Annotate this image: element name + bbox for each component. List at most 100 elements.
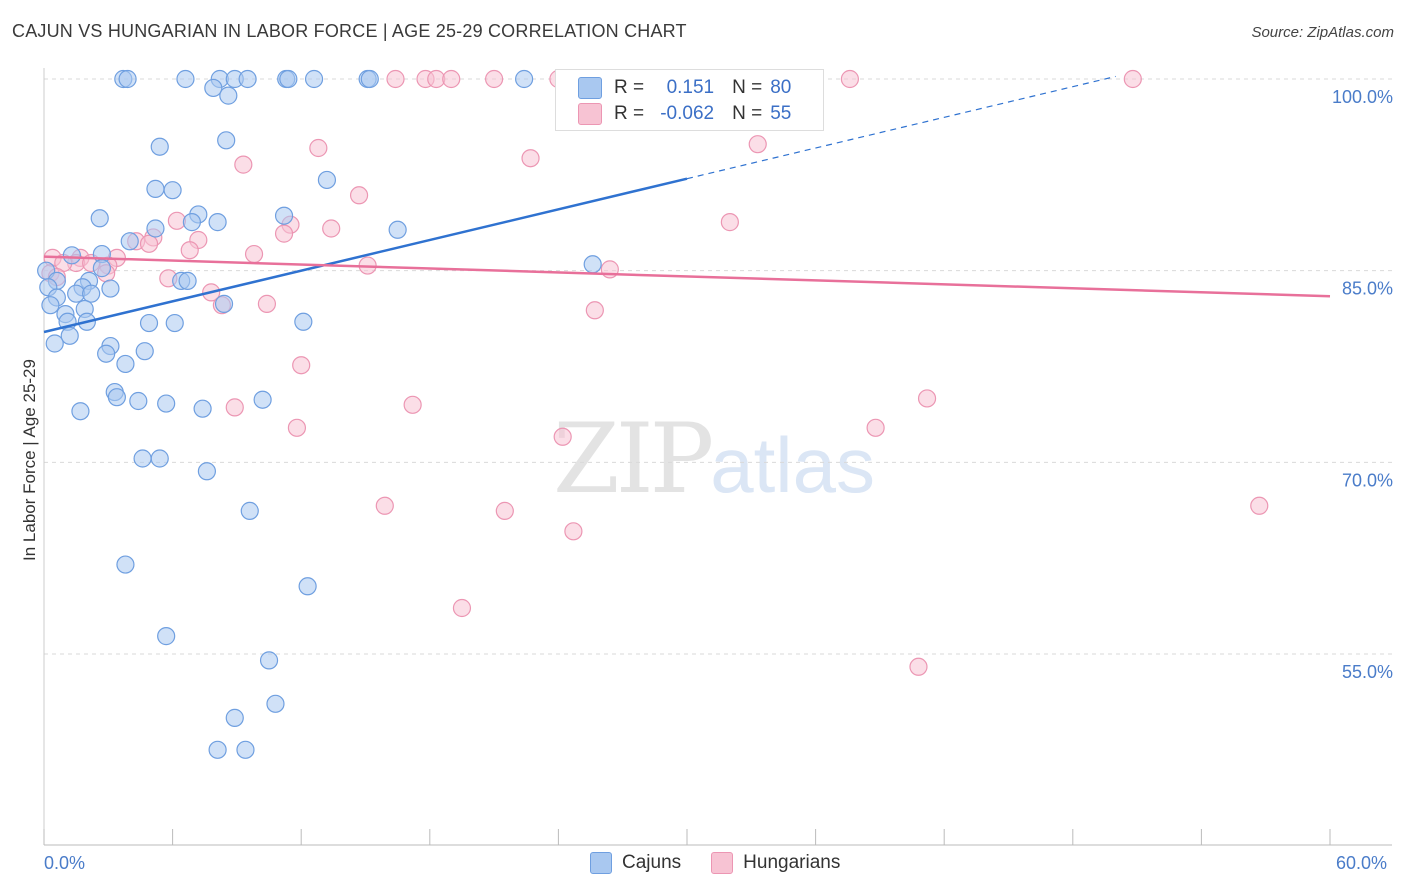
legend-r-label: R = xyxy=(614,103,645,124)
cajun-point xyxy=(97,344,116,363)
legend-n-label: N = xyxy=(732,103,763,124)
hungarian-point xyxy=(917,389,937,408)
legend-n-label: N = xyxy=(732,77,763,98)
cajun-point xyxy=(197,462,216,481)
legend-r-value-cajuns: 0.151 xyxy=(666,77,715,98)
legend-item-cajuns[interactable]: Cajuns xyxy=(590,852,681,874)
cajun-point xyxy=(298,577,317,596)
series-legend: Cajuns Hungarians xyxy=(590,852,870,874)
cajun-point xyxy=(45,334,64,353)
hungarian-point xyxy=(866,418,885,437)
cajun-point xyxy=(163,181,182,200)
cajun-point xyxy=(71,402,90,421)
cajun-point xyxy=(60,326,79,345)
cajun-point xyxy=(274,206,294,225)
cajun-point xyxy=(266,694,285,713)
cajun-point xyxy=(388,220,407,239)
cajun-point xyxy=(90,209,109,228)
cajun-point xyxy=(219,86,238,105)
cajun-point xyxy=(208,213,227,232)
x-tick-max: 60.0% xyxy=(1336,853,1388,873)
cajun-point xyxy=(360,69,379,89)
cajun-point xyxy=(92,259,111,278)
hungarian-point xyxy=(234,155,253,174)
chart-title: CAJUN VS HUNGARIAN IN LABOR FORCE | AGE … xyxy=(12,21,687,41)
cajun-point xyxy=(157,627,176,646)
hungarian-point xyxy=(403,395,422,414)
hungarian-point xyxy=(720,213,739,232)
cajun-point xyxy=(214,294,234,313)
hungarian-point xyxy=(225,398,244,417)
hungarian-point xyxy=(748,135,767,154)
legend-r-label: R = xyxy=(614,77,645,98)
hungarian-point xyxy=(442,69,461,89)
hungarian-point xyxy=(452,598,472,618)
cajun-point xyxy=(583,255,602,274)
cajun-point xyxy=(259,651,279,670)
cajun-point xyxy=(82,284,101,303)
hungarian-point xyxy=(292,356,311,375)
legend-n-value-cajuns: 80 xyxy=(770,77,792,98)
hungarian-point xyxy=(1123,69,1142,89)
hungarian-point xyxy=(139,234,159,253)
hungarian-point xyxy=(485,69,504,89)
y-tick-label: 55.0% xyxy=(1342,662,1393,682)
cajun-point xyxy=(146,219,165,238)
hungarian-point xyxy=(309,138,328,158)
cajun-point xyxy=(120,232,139,251)
hungarian-point xyxy=(180,241,199,260)
cajun-point xyxy=(135,342,154,361)
cajun-point xyxy=(225,708,244,727)
cajun-point xyxy=(253,390,272,409)
watermark-atlas: atlas xyxy=(710,421,875,509)
cajun-point xyxy=(150,449,169,468)
cajun-point xyxy=(101,279,120,298)
x-tick-min: 0.0% xyxy=(44,853,86,873)
hungarians-swatch xyxy=(578,103,602,125)
hungarian-point xyxy=(349,186,369,205)
hungarian-point xyxy=(1250,496,1269,515)
hungarians-trend-line xyxy=(43,255,1331,298)
hungarian-point xyxy=(322,219,341,238)
cajun-point xyxy=(304,69,324,89)
chart-source: Source: ZipAtlas.com xyxy=(1251,24,1394,41)
cajun-point xyxy=(118,69,137,89)
cajun-point xyxy=(146,179,165,198)
cajun-point xyxy=(107,388,126,407)
cajuns-legend-swatch xyxy=(590,852,612,874)
cajun-point xyxy=(157,394,176,413)
hungarian-point xyxy=(287,418,307,437)
axes xyxy=(43,68,1392,846)
trend-lines xyxy=(43,75,1331,334)
cajun-point xyxy=(236,740,255,759)
y-tick-label: 70.0% xyxy=(1342,470,1393,490)
hungarian-point xyxy=(244,244,264,264)
legend-item-hungarians[interactable]: Hungarians xyxy=(711,852,840,874)
hungarian-point xyxy=(564,522,583,541)
hungarian-point xyxy=(257,294,277,313)
cajun-point xyxy=(182,213,201,232)
hungarian-point xyxy=(553,427,572,446)
y-tick-label: 100.0% xyxy=(1332,87,1393,107)
cajun-point xyxy=(139,313,159,333)
cajun-point xyxy=(208,740,227,759)
legend-label-hungarians: Hungarians xyxy=(743,852,841,873)
hungarian-point xyxy=(386,69,405,89)
legend-n-value-hungarians: 55 xyxy=(770,103,792,124)
cajun-point xyxy=(279,69,298,89)
cajuns-swatch xyxy=(578,77,602,99)
hungarian-point xyxy=(521,149,540,168)
legend-label-cajuns: Cajuns xyxy=(622,852,682,873)
cajun-point xyxy=(178,271,197,290)
cajun-point xyxy=(150,137,169,156)
cajun-point xyxy=(294,312,313,331)
cajun-point xyxy=(62,246,81,265)
legend-row-hungarians: R = -0.062 N = 55 xyxy=(578,102,791,126)
y-tick-labels: 100.0% 85.0% 70.0% 55.0% xyxy=(1332,87,1393,682)
cajun-point xyxy=(204,78,223,98)
legend-r-value-hungarians: -0.062 xyxy=(660,103,715,124)
hungarian-point xyxy=(840,69,859,89)
hungarian-point xyxy=(274,224,294,243)
cajun-point xyxy=(193,399,212,418)
